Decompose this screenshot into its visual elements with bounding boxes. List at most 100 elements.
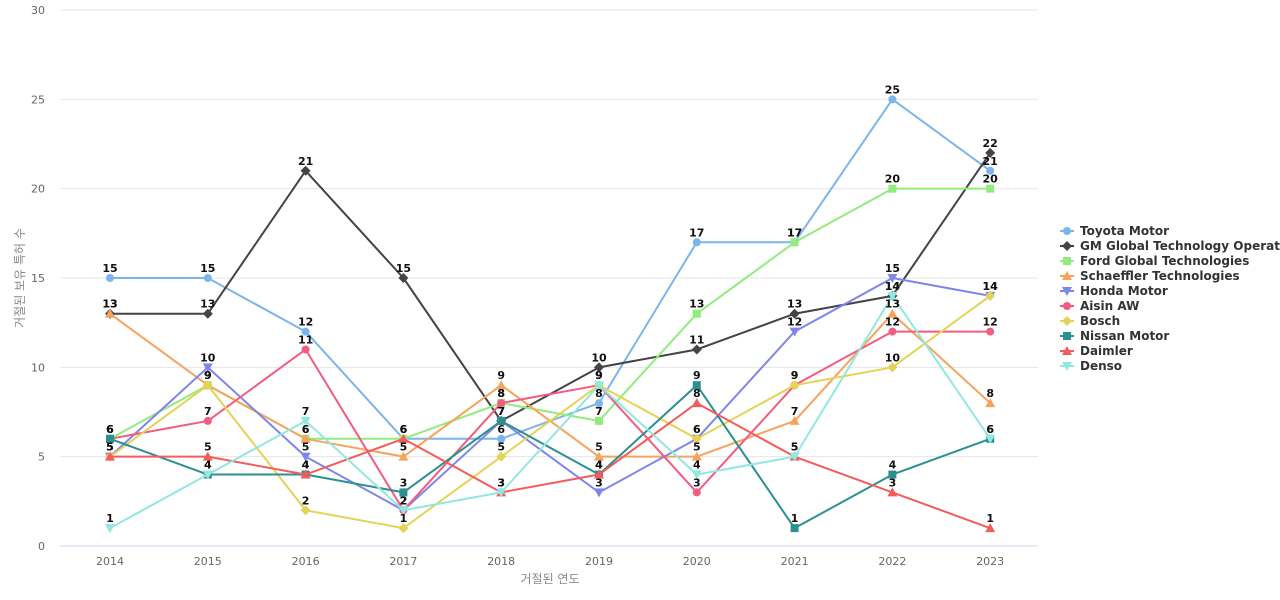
data-point-marker[interactable] (301, 345, 310, 354)
series-line[interactable] (109, 384, 991, 530)
data-point-marker[interactable] (790, 524, 799, 533)
data-point-marker[interactable] (300, 433, 311, 443)
data-point-marker[interactable] (399, 488, 408, 497)
data-point-marker[interactable] (692, 238, 701, 247)
data-point-marker[interactable] (398, 523, 409, 534)
data-point-marker[interactable] (300, 505, 311, 516)
legend-marker[interactable] (1063, 302, 1071, 310)
data-point-marker[interactable] (691, 344, 702, 355)
data-point-marker[interactable] (202, 380, 213, 391)
legend-item[interactable]: Nissan Motor (1060, 329, 1169, 343)
legend-item[interactable]: Denso (1060, 359, 1122, 373)
legend-item[interactable]: GM Global Technology Operat... (1060, 239, 1280, 253)
data-point-marker[interactable] (985, 523, 996, 533)
data-point-marker[interactable] (202, 363, 213, 373)
data-point-marker[interactable] (789, 452, 800, 462)
data-point-marker[interactable] (496, 488, 507, 498)
data-point-marker[interactable] (986, 184, 995, 193)
data-point-marker[interactable] (202, 308, 213, 319)
data-point-marker[interactable] (888, 470, 897, 479)
legend-item[interactable]: Aisin AW (1060, 299, 1139, 313)
data-point-marker[interactable] (691, 470, 702, 480)
legend-item[interactable]: Toyota Motor (1060, 224, 1169, 238)
data-point-marker[interactable] (398, 433, 409, 443)
legend-item[interactable]: Daimler (1060, 344, 1133, 358)
data-point-marker[interactable] (595, 416, 603, 425)
data-point-marker[interactable] (497, 416, 506, 425)
data-point-marker[interactable] (300, 469, 311, 479)
legend-marker[interactable] (1062, 362, 1072, 371)
data-point-marker[interactable] (692, 488, 701, 497)
data-point-marker[interactable] (398, 273, 409, 283)
data-point-marker[interactable] (398, 451, 409, 461)
legend-item[interactable]: Schaeffler Technologies (1060, 269, 1240, 283)
data-point-marker[interactable] (594, 381, 604, 391)
data-point-marker[interactable] (105, 451, 115, 461)
data-point-marker[interactable] (594, 488, 604, 498)
legend-marker[interactable] (1062, 241, 1072, 251)
data-point-marker[interactable] (594, 451, 604, 461)
data-point-marker[interactable] (888, 184, 897, 193)
data-point-marker[interactable] (985, 147, 996, 158)
data-point-marker[interactable] (986, 166, 995, 175)
data-point-marker[interactable] (105, 524, 115, 534)
data-point-marker[interactable] (986, 327, 995, 336)
data-point-marker[interactable] (692, 381, 701, 390)
data-point-marker[interactable] (985, 290, 996, 301)
data-point-marker[interactable] (887, 291, 898, 301)
data-point-marker[interactable] (887, 308, 898, 318)
data-point-marker[interactable] (301, 327, 310, 336)
data-point-marker[interactable] (692, 309, 701, 318)
legend-marker[interactable] (1063, 227, 1071, 235)
legend-marker[interactable] (1062, 287, 1072, 296)
legend-marker[interactable] (1062, 316, 1072, 326)
data-point-marker[interactable] (106, 434, 114, 443)
legend-marker[interactable] (1063, 257, 1071, 265)
data-point-marker[interactable] (300, 452, 311, 462)
data-point-marker[interactable] (497, 434, 506, 443)
data-point-marker[interactable] (202, 470, 213, 480)
data-point-marker[interactable] (789, 327, 800, 337)
data-point-marker[interactable] (789, 308, 800, 319)
data-point-marker[interactable] (496, 380, 507, 390)
data-point-marker[interactable] (594, 362, 604, 373)
data-point-marker[interactable] (105, 308, 115, 318)
series-line[interactable] (109, 187, 991, 440)
legend-item[interactable]: Honda Motor (1060, 284, 1168, 298)
data-point-marker[interactable] (887, 362, 898, 373)
data-point-marker[interactable] (887, 274, 898, 283)
data-point-marker[interactable] (594, 469, 604, 479)
series-line[interactable] (110, 402, 991, 530)
legend-item[interactable]: Ford Global Technologies (1060, 254, 1249, 268)
series-line[interactable] (109, 294, 992, 530)
data-point-marker[interactable] (398, 506, 409, 516)
data-point-marker[interactable] (203, 274, 212, 282)
data-point-marker[interactable] (106, 274, 114, 282)
data-point-marker[interactable] (790, 238, 799, 247)
data-point-marker[interactable] (985, 434, 996, 444)
data-point-marker[interactable] (496, 451, 507, 462)
series-line[interactable] (109, 330, 991, 512)
data-point-marker[interactable] (300, 165, 311, 176)
data-point-marker[interactable] (691, 398, 702, 408)
data-point-marker[interactable] (789, 380, 800, 391)
legend-marker[interactable] (1063, 332, 1071, 340)
legend-marker[interactable] (1062, 346, 1072, 355)
series-line[interactable] (110, 152, 992, 422)
data-point-marker[interactable] (497, 399, 506, 408)
legend-marker[interactable] (1062, 271, 1072, 280)
data-point-marker[interactable] (203, 416, 212, 425)
data-point-marker[interactable] (888, 95, 897, 104)
data-point-marker[interactable] (985, 398, 996, 408)
data-point-marker[interactable] (888, 327, 897, 336)
data-point-marker[interactable] (887, 487, 898, 497)
data-point-marker[interactable] (595, 399, 603, 408)
data-point-marker[interactable] (691, 433, 702, 444)
series-line[interactable] (109, 277, 991, 512)
series-line[interactable] (109, 312, 991, 458)
data-point-marker[interactable] (789, 415, 800, 425)
data-point-marker[interactable] (202, 451, 213, 461)
data-point-marker[interactable] (300, 416, 311, 426)
legend-item[interactable]: Bosch (1060, 314, 1120, 328)
